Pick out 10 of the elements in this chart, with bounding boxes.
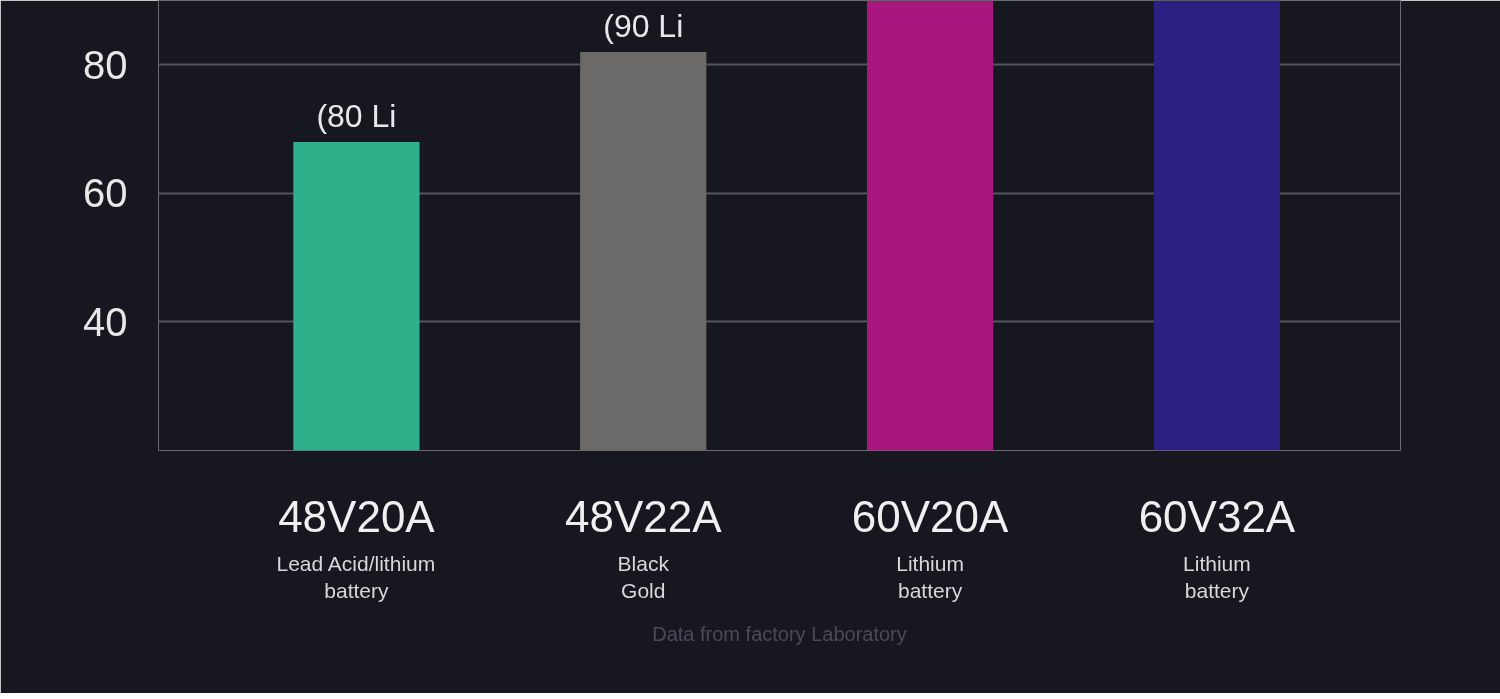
annotation: (90 Li — [603, 7, 684, 44]
category-label: 48V22A Black Gold — [564, 491, 722, 603]
category-label: 48V20A Lead Acid/lithium battery — [276, 491, 436, 603]
category-label: 60V32A Lithium battery — [1138, 491, 1296, 603]
y-tick-label: 60 — [83, 171, 128, 216]
annotation: (80 Li — [316, 97, 397, 134]
text: Data from factory Laboratory — [652, 622, 907, 645]
y-tick-label: 40 — [83, 299, 128, 344]
y-tick-label: 80 — [83, 42, 128, 87]
category-label: 60V20A Lithium battery — [851, 491, 1009, 603]
